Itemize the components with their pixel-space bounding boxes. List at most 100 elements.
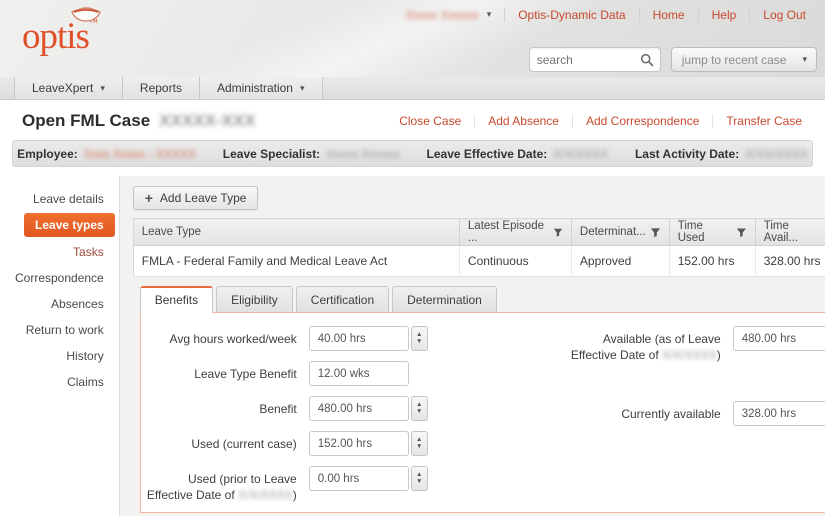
benefits-form-left: Avg hours worked/week ▲▼ Leave Type Bene… bbox=[141, 326, 561, 512]
currently-available-label: Currently available bbox=[621, 407, 721, 422]
caret-down-icon: ▾ bbox=[802, 54, 807, 64]
used-prior-input[interactable] bbox=[308, 466, 409, 491]
benefits-panel: Avg hours worked/week ▲▼ Leave Type Bene… bbox=[139, 312, 825, 513]
available-input[interactable] bbox=[732, 326, 825, 351]
activity-date-value-redacted: X/XX/XXXX bbox=[745, 146, 808, 161]
search-input[interactable] bbox=[529, 52, 640, 67]
transfer-case-button[interactable]: Transfer Case bbox=[712, 114, 815, 128]
filter-icon bbox=[736, 227, 746, 237]
user-menu[interactable]: Xxxxx Xxxxxx ▾ bbox=[392, 8, 504, 22]
main-nav: LeaveXpert ▾ Reports Administration ▾ bbox=[0, 77, 825, 100]
spinner-down-icon: ▼ bbox=[416, 408, 423, 415]
jump-to-recent-case-dropdown[interactable]: jump to recent case ▾ bbox=[670, 47, 817, 72]
logo-text: optis™ bbox=[22, 16, 98, 57]
table-header-row: Leave Type Latest Episode ... Determinat… bbox=[133, 218, 825, 246]
benefits-form-right: Available (as of Leave Effective Date of… bbox=[561, 326, 825, 512]
add-absence-button[interactable]: Add Absence bbox=[474, 114, 572, 128]
tab-benefits[interactable]: Benefits bbox=[139, 286, 214, 313]
tab-certification[interactable]: Certification bbox=[295, 286, 390, 312]
spinner-down-icon: ▼ bbox=[416, 443, 423, 450]
column-label: Time Used bbox=[677, 220, 705, 244]
search-box bbox=[528, 47, 661, 72]
column-header-time-available[interactable]: Time Avail... bbox=[754, 218, 825, 246]
used-current-input[interactable] bbox=[308, 431, 409, 456]
tab-eligibility[interactable]: Eligibility bbox=[216, 286, 293, 312]
add-correspondence-button[interactable]: Add Correspondence bbox=[571, 114, 712, 128]
column-header-leave-type[interactable]: Leave Type bbox=[133, 218, 460, 246]
page-title-text: Open FML Case bbox=[22, 111, 151, 130]
trademark-mark: ™ bbox=[88, 17, 98, 27]
column-label: Leave Type bbox=[141, 226, 201, 238]
nav-tab-administration[interactable]: Administration ▾ bbox=[199, 77, 323, 99]
avg-hours-label: Avg hours worked/week bbox=[169, 332, 297, 346]
sidebar-item-return-to-work[interactable]: Return to work bbox=[25, 323, 104, 337]
cell-leave-type: FMLA - Federal Family and Medical Leave … bbox=[133, 245, 460, 277]
topbar-link-help[interactable]: Help bbox=[697, 7, 750, 22]
app-header: optis™ Xxxxx Xxxxxx ▾ Optis-Dynamic Data… bbox=[0, 0, 825, 77]
column-label: Time Avail... bbox=[763, 220, 799, 244]
search-icon[interactable] bbox=[640, 53, 654, 67]
detail-tabs: Benefits Eligibility Certification Deter… bbox=[139, 286, 825, 313]
employee-label: Employee: bbox=[17, 146, 78, 161]
topbar-link-logout[interactable]: Log Out bbox=[749, 7, 819, 22]
spinner-up-icon: ▲ bbox=[416, 330, 423, 338]
spinner-down-icon: ▼ bbox=[416, 478, 423, 485]
sidebar-item-leave-types[interactable]: Leave types bbox=[24, 213, 115, 237]
nav-tab-label: Reports bbox=[139, 81, 182, 95]
specialist-value-redacted: Xxxxx Xxxxxx bbox=[326, 146, 400, 161]
jump-dropdown-label: jump to recent case bbox=[681, 52, 787, 67]
sidebar-item-absences[interactable]: Absences bbox=[51, 297, 104, 311]
sidebar-item-correspondence[interactable]: Correspondence bbox=[15, 271, 104, 285]
topbar-links: Xxxxx Xxxxxx ▾ Optis-Dynamic Data Home H… bbox=[392, 4, 819, 25]
table-row[interactable]: FMLA - Federal Family and Medical Leave … bbox=[133, 245, 825, 277]
sidebar-item-history[interactable]: History bbox=[66, 349, 104, 363]
add-leave-type-label: Add Leave Type bbox=[159, 191, 247, 205]
cell-latest-episode: Continuous bbox=[458, 245, 572, 277]
benefit-stepper[interactable]: ▲ ▼ bbox=[410, 396, 428, 421]
column-label: Latest Episode ... bbox=[467, 220, 544, 244]
case-number-redacted: XXXXX-XXX bbox=[159, 111, 256, 130]
column-header-determination[interactable]: Determinat... bbox=[570, 218, 670, 246]
optis-logo[interactable]: optis™ bbox=[22, 4, 101, 57]
main-area: Leave details Leave types Tasks Correspo… bbox=[0, 176, 825, 516]
leave-effective-date-info: Leave Effective Date: X/X/XXXX bbox=[427, 147, 608, 161]
used-prior-stepper[interactable]: ▲ ▼ bbox=[410, 466, 428, 491]
form-row-avg-hours: Avg hours worked/week ▲▼ bbox=[141, 326, 561, 351]
caret-down-icon: ▾ bbox=[486, 9, 492, 19]
topbar-link-home[interactable]: Home bbox=[638, 7, 698, 22]
topbar-link-optis-dynamic-data[interactable]: Optis-Dynamic Data bbox=[504, 7, 638, 22]
column-header-time-used[interactable]: Time Used bbox=[668, 218, 756, 246]
form-row-benefit: Benefit ▲▼ bbox=[141, 396, 561, 421]
filter-icon bbox=[650, 227, 660, 237]
column-header-latest-episode[interactable]: Latest Episode ... bbox=[458, 218, 572, 246]
form-row-used-current: Used (current case) ▲▼ bbox=[141, 431, 561, 456]
leave-type-benefit-input[interactable] bbox=[308, 361, 409, 386]
form-row-leave-type-benefit: Leave Type Benefit bbox=[141, 361, 561, 386]
spinner-up-icon: ▲ bbox=[416, 470, 423, 478]
nav-tab-leavexpert[interactable]: LeaveXpert ▾ bbox=[14, 77, 123, 99]
specialist-label: Leave Specialist: bbox=[222, 146, 321, 161]
leave-types-content: + Add Leave Type Leave Type Latest Episo… bbox=[118, 176, 825, 516]
sidebar-item-leave-details[interactable]: Leave details bbox=[33, 192, 104, 206]
cell-time-used: 152.00 hrs bbox=[668, 245, 756, 277]
currently-available-input[interactable] bbox=[732, 401, 825, 427]
nav-tab-label: LeaveXpert bbox=[32, 81, 94, 95]
close-case-button[interactable]: Close Case bbox=[399, 114, 462, 128]
form-row-currently-available: Currently available ▲▼ bbox=[561, 401, 825, 427]
plus-icon: + bbox=[144, 190, 153, 206]
benefit-input[interactable] bbox=[308, 396, 409, 421]
user-name-redacted: Xxxxx Xxxxxx bbox=[405, 7, 479, 22]
case-sidebar: Leave details Leave types Tasks Correspo… bbox=[0, 176, 119, 516]
sidebar-item-claims[interactable]: Claims bbox=[67, 375, 104, 389]
caret-down-icon: ▾ bbox=[100, 82, 105, 93]
add-leave-type-button[interactable]: + Add Leave Type bbox=[132, 186, 259, 210]
caret-down-icon: ▾ bbox=[299, 82, 305, 93]
sidebar-item-tasks[interactable]: Tasks bbox=[73, 245, 104, 259]
used-current-stepper[interactable]: ▲ ▼ bbox=[410, 431, 428, 456]
avg-hours-input[interactable] bbox=[308, 326, 409, 351]
form-row-available: Available (as of Leave Effective Date of… bbox=[561, 326, 825, 363]
used-current-label: Used (current case) bbox=[191, 437, 297, 451]
avg-hours-stepper[interactable]: ▲ ▼ bbox=[410, 326, 428, 351]
tab-determination[interactable]: Determination bbox=[392, 286, 497, 312]
nav-tab-reports[interactable]: Reports bbox=[122, 77, 200, 99]
